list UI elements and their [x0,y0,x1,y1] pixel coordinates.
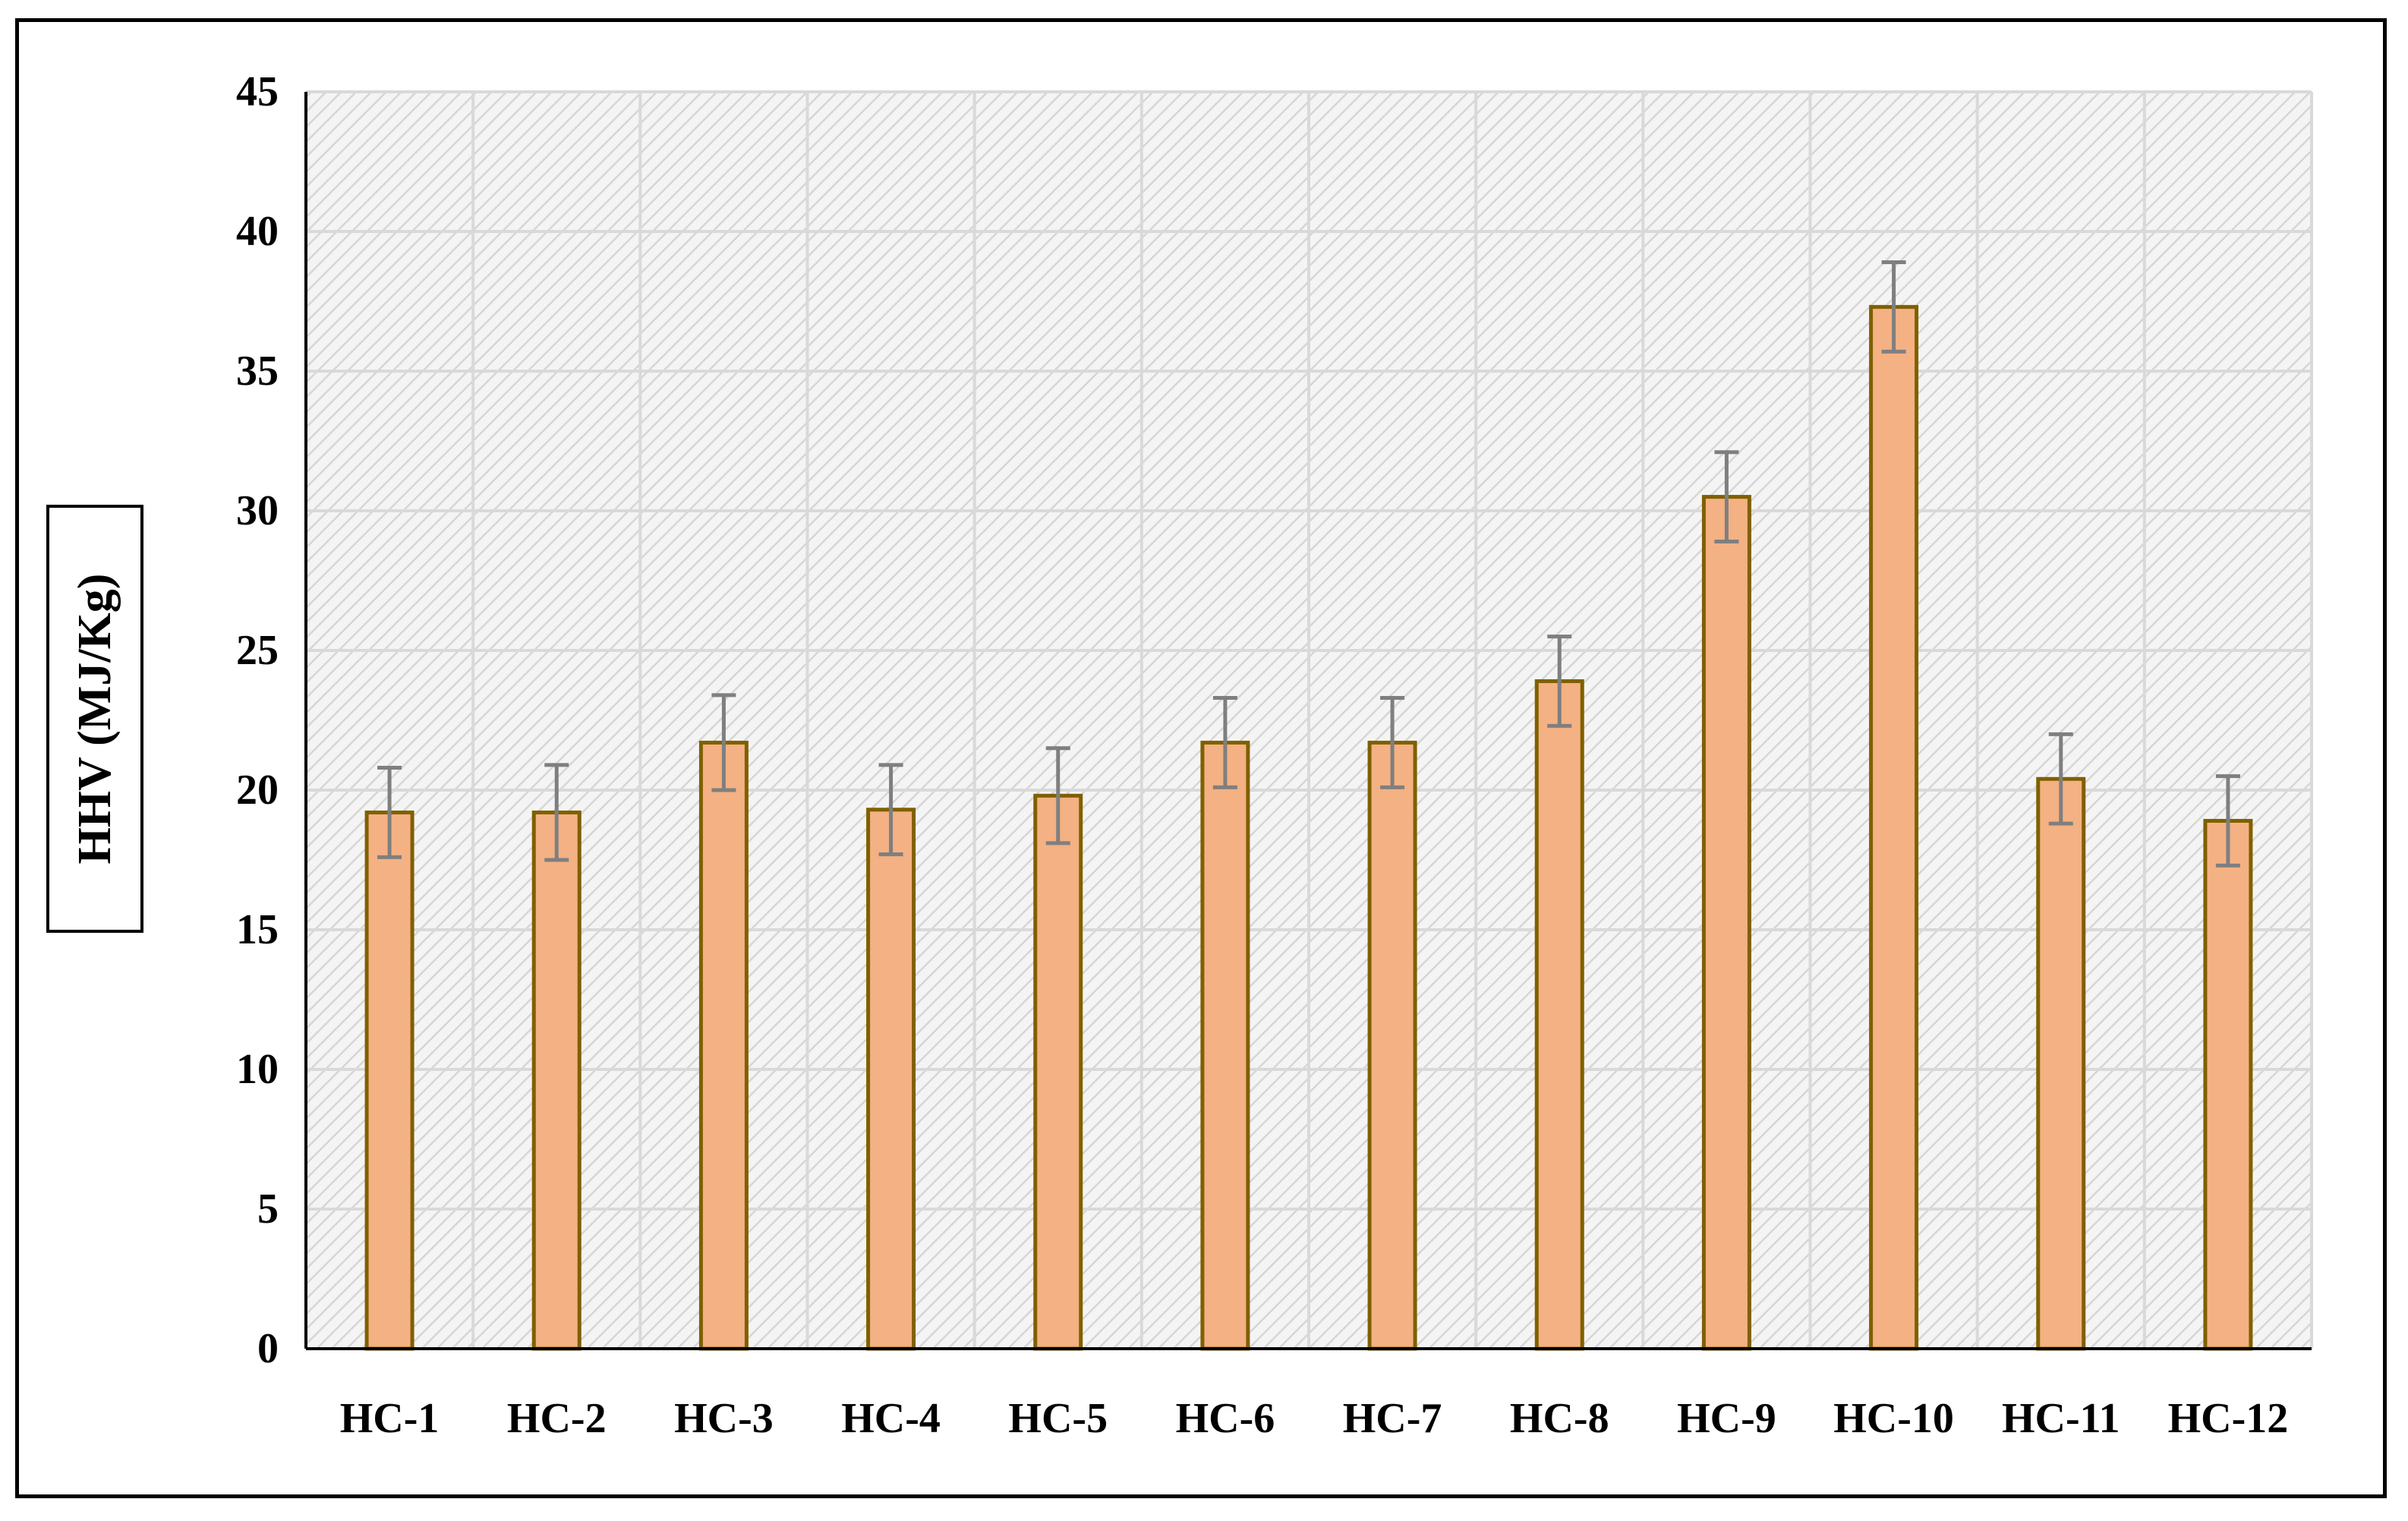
x-tick-label: HC-1 [340,1395,440,1442]
bar-hc-2 [531,810,582,1351]
x-tick-label: HC-8 [1510,1395,1609,1442]
y-tick-label: 30 [236,487,279,534]
y-tick-label: 5 [257,1186,279,1233]
x-tick-label: HC-6 [1176,1395,1275,1442]
y-tick-label: 0 [257,1325,279,1372]
y-tick-label: 10 [236,1046,279,1093]
bar-hc-9 [1701,495,1751,1351]
x-tick-label: HC-7 [1343,1395,1442,1442]
y-tick-label: 45 [236,68,279,115]
y-tick-label: 40 [236,208,279,255]
y-tick-label: 35 [236,348,279,395]
chart-frame: 0 5 10 15 20 25 30 35 40 45 HC-1 HC-2 HC-3 HC-4 HC-5 H… [15,18,2387,1498]
x-tick-label: HC-11 [2002,1395,2120,1442]
x-tick-label: HC-12 [2168,1395,2289,1442]
x-tick-label: HC-9 [1677,1395,1776,1442]
y-axis-label: HHV (MJ/Kg) [69,574,121,864]
x-tick-labels: HC-1 HC-2 HC-3 HC-4 HC-5 HC-6 HC-7 HC-8 HC-9 HC-1… [340,1395,2288,1442]
x-tick-label: HC-5 [1008,1395,1108,1442]
bar-hc-12 [2203,818,2253,1351]
x-tick-label: HC-3 [674,1395,774,1442]
y-tick-label: 15 [236,906,279,953]
x-tick-label: HC-10 [1833,1395,1954,1442]
bar-hc-11 [2036,776,2086,1351]
bar-hc-3 [698,740,749,1351]
bar-hc-6 [1200,740,1250,1351]
y-tick-label: 25 [236,627,279,674]
bar-hc-1 [364,810,414,1351]
bar-hc-10 [1869,304,1919,1351]
x-tick-label: HC-4 [841,1395,941,1442]
bar-hc-5 [1033,793,1083,1351]
error-bars [377,260,2240,868]
x-tick-label: HC-2 [507,1395,607,1442]
gridlines [306,90,2313,1349]
y-tick-label: 20 [236,767,279,814]
bars [364,304,2253,1351]
y-tick-labels: 0 5 10 15 20 25 30 35 40 45 [236,68,279,1372]
bar-hc-7 [1367,740,1417,1351]
y-axis-label-group: HHV (MJ/Kg) [46,505,143,933]
axes [304,92,2312,1350]
bar-hc-4 [866,808,916,1351]
bar-hc-8 [1534,679,1584,1351]
y-axis-label-box [46,505,143,933]
